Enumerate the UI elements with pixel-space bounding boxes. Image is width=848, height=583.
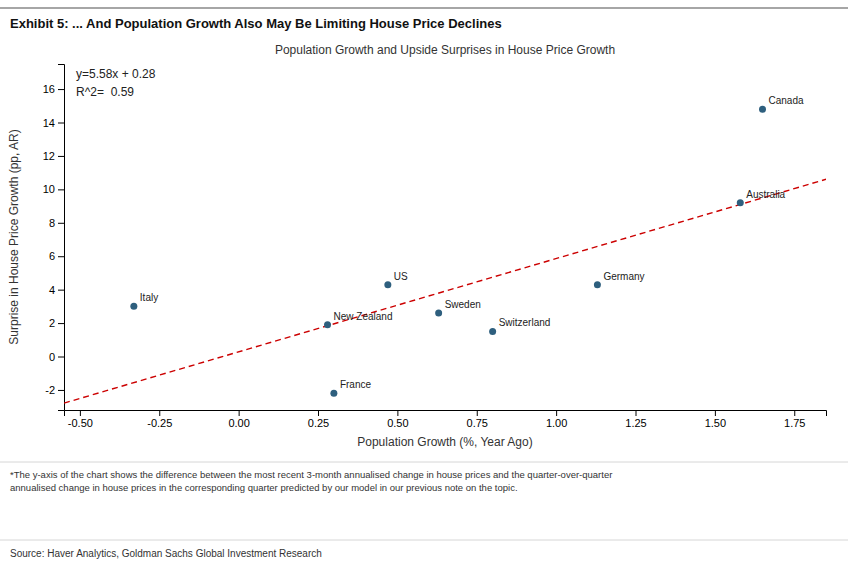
y-tick-mark — [58, 290, 64, 291]
top-border — [0, 7, 848, 9]
point-label: Italy — [140, 292, 158, 303]
footnote: *The y-axis of the chart shows the diffe… — [10, 469, 612, 493]
point — [130, 303, 137, 310]
x-tick-mark — [159, 410, 160, 416]
point — [594, 281, 601, 288]
y-tick-mark — [58, 189, 64, 190]
x-tick-mark — [477, 410, 478, 416]
y-axis-line — [58, 65, 65, 411]
y-tick: 12 — [43, 150, 64, 162]
point-label: Switzerland — [499, 317, 551, 328]
point — [324, 321, 331, 328]
y-tick-label: 16 — [43, 83, 55, 95]
x-tick-label: 0.75 — [467, 417, 488, 429]
y-tick: 14 — [43, 117, 64, 129]
annotation: R^2= 0.59 — [76, 85, 134, 99]
footnote-line: *The y-axis of the chart shows the diffe… — [10, 469, 612, 480]
x-tick: 1.50 — [705, 410, 726, 429]
y-tick-label: 4 — [49, 284, 55, 296]
x-tick-label: 1.25 — [625, 417, 646, 429]
point — [330, 390, 337, 397]
point — [435, 310, 442, 317]
x-tick-label: 1.50 — [705, 417, 726, 429]
x-axis-line — [65, 411, 827, 417]
x-tick-label: 0.25 — [308, 417, 329, 429]
x-tick-label: 0.00 — [228, 417, 249, 429]
footnote-separator — [0, 462, 848, 463]
point-label: France — [340, 379, 372, 390]
source-separator — [0, 540, 848, 541]
y-tick: -2 — [45, 384, 64, 396]
y-tick-mark — [58, 357, 64, 358]
x-tick-label: 1.00 — [546, 417, 567, 429]
x-tick-mark — [397, 410, 398, 416]
footnote-line: annualised change in house prices in the… — [10, 482, 518, 493]
annotation: y=5.58x + 0.28 — [76, 67, 156, 81]
x-tick: 1.75 — [784, 410, 805, 429]
subtitle: Population Growth and Upside Surprises i… — [275, 43, 615, 57]
y-tick: 16 — [43, 83, 64, 95]
x-tick: -0.25 — [147, 410, 172, 429]
y-tick-mark — [58, 390, 64, 391]
point-labels: Italy New Zealand France US Sweden Switzerlan… — [140, 95, 804, 390]
y-tick-label: 10 — [43, 183, 55, 195]
y-tick: 0 — [49, 351, 64, 363]
point-label: Germany — [603, 271, 644, 282]
x-tick: 0.00 — [228, 410, 249, 429]
y-tick-label: 14 — [43, 117, 55, 129]
y-tick-label: -2 — [45, 384, 55, 396]
point — [737, 199, 744, 206]
x-tick: 0.50 — [387, 410, 408, 429]
y-axis: -2 0 2 4 6 8 10 12 14 16 — [43, 65, 65, 411]
x-tick-label: 1.75 — [784, 417, 805, 429]
y-tick-label: 2 — [49, 317, 55, 329]
x-tick-label: 0.50 — [387, 417, 408, 429]
y-tick: 2 — [49, 317, 64, 329]
y-tick: 6 — [49, 250, 64, 262]
x-tick-mark — [318, 410, 319, 416]
y-tick-mark — [58, 256, 64, 257]
y-tick: 4 — [49, 284, 64, 296]
x-tick-mark — [556, 410, 557, 416]
y-tick-label: 8 — [49, 217, 55, 229]
point-label: New Zealand — [334, 311, 393, 322]
source: Source: Haver Analytics, Goldman Sachs G… — [10, 548, 322, 559]
x-tick-label: -0.50 — [68, 417, 93, 429]
y-tick-mark — [58, 89, 64, 90]
y-tick-label: 0 — [49, 351, 55, 363]
title: Exhibit 5: ... And Population Growth Als… — [10, 16, 502, 31]
point-label: Canada — [769, 95, 804, 106]
y-tick-label: 12 — [43, 150, 55, 162]
point — [759, 106, 766, 113]
x-tick-label: -0.25 — [147, 417, 172, 429]
x-axis-title: Population Growth (%, Year Ago) — [357, 435, 532, 449]
y-tick-mark — [58, 323, 64, 324]
x-tick: 0.25 — [308, 410, 329, 429]
x-tick: 0.75 — [467, 410, 488, 429]
point — [489, 328, 496, 335]
y-tick-label: 6 — [49, 250, 55, 262]
x-tick-mark — [715, 410, 716, 416]
point — [384, 281, 391, 288]
x-tick-mark — [636, 410, 637, 416]
x-tick-mark — [80, 410, 81, 416]
y-tick-mark — [58, 123, 64, 124]
y-tick: 10 — [43, 183, 64, 195]
point-label: Sweden — [445, 299, 481, 310]
point-label: US — [394, 271, 408, 282]
y-tick-mark — [58, 156, 64, 157]
plot-marks — [64, 106, 826, 403]
x-axis: -0.50 -0.25 0.00 0.25 0.50 0.75 1.00 1.25 1.50 1.… — [65, 410, 827, 429]
y-tick: 8 — [49, 217, 64, 229]
x-tick: -0.50 — [68, 410, 93, 429]
point-label: Australia — [746, 189, 785, 200]
chart: Exhibit 5: ... And Population Growth Als… — [0, 0, 848, 583]
y-tick-mark — [58, 223, 64, 224]
x-tick-mark — [794, 410, 795, 416]
x-tick: 1.00 — [546, 410, 567, 429]
y-axis-title: Surprise in House Price Growth (pp, AR) — [7, 129, 21, 344]
trend-line — [64, 179, 826, 403]
x-tick-mark — [239, 410, 240, 416]
x-tick: 1.25 — [625, 410, 646, 429]
